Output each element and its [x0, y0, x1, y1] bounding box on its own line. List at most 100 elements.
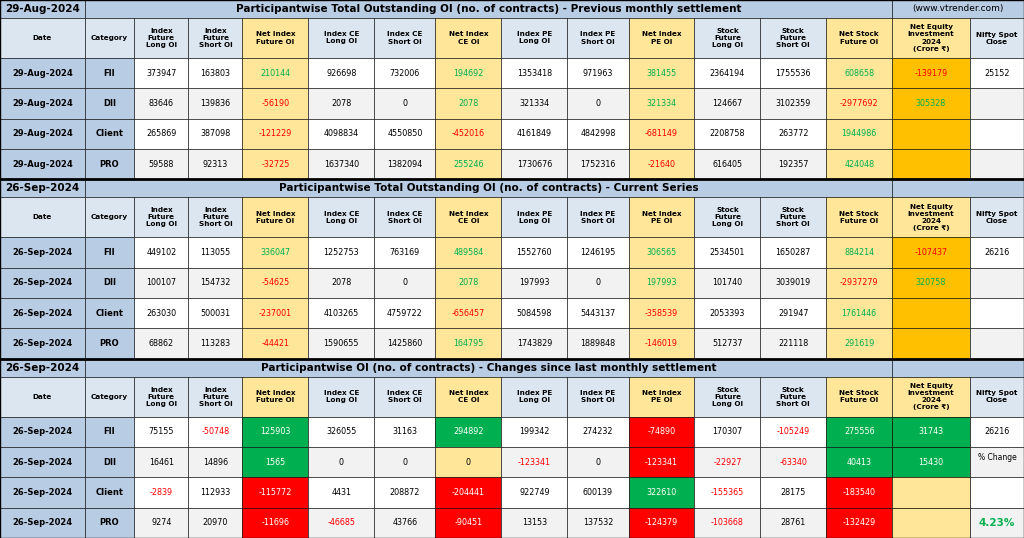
Bar — [308, 197, 375, 237]
Bar — [0, 237, 85, 268]
Bar — [375, 197, 435, 237]
Text: -2977692: -2977692 — [840, 99, 879, 108]
Text: 2364194: 2364194 — [710, 69, 745, 77]
Text: -146019: -146019 — [645, 339, 678, 348]
Text: 75155: 75155 — [148, 427, 174, 436]
Bar — [85, 58, 134, 88]
Bar — [134, 377, 188, 416]
Bar — [85, 377, 134, 416]
Text: 291619: 291619 — [844, 339, 874, 348]
Text: 1637340: 1637340 — [324, 160, 358, 169]
Text: 4103265: 4103265 — [324, 309, 359, 317]
Bar — [502, 149, 567, 179]
Bar — [0, 197, 85, 237]
Bar — [694, 447, 761, 477]
Text: Net Index
CE OI: Net Index CE OI — [449, 32, 488, 45]
Bar — [502, 508, 567, 538]
Bar — [0, 268, 85, 298]
Text: 0: 0 — [402, 99, 408, 108]
Text: 4842998: 4842998 — [581, 129, 615, 138]
Bar — [435, 268, 502, 298]
Text: 100107: 100107 — [146, 278, 176, 287]
Text: Nifty Spot
Close: Nifty Spot Close — [976, 211, 1018, 224]
Text: DII: DII — [103, 278, 116, 287]
Text: -139179: -139179 — [914, 69, 947, 77]
Text: Participantwise Total Outstanding OI (no. of contracts) - Current Series: Participantwise Total Outstanding OI (no… — [279, 183, 698, 193]
Text: 255246: 255246 — [454, 160, 483, 169]
Text: 608658: 608658 — [844, 69, 874, 77]
Text: 449102: 449102 — [146, 248, 176, 257]
Bar — [761, 149, 826, 179]
Bar — [892, 268, 970, 298]
Bar — [892, 119, 970, 149]
Text: 1752316: 1752316 — [581, 160, 615, 169]
Bar — [308, 237, 375, 268]
Bar — [85, 477, 134, 508]
Bar — [694, 58, 761, 88]
Bar — [629, 416, 694, 447]
Bar — [629, 268, 694, 298]
Bar — [826, 508, 892, 538]
Bar — [629, 377, 694, 416]
Bar — [826, 197, 892, 237]
Text: Stock
Future
Long OI: Stock Future Long OI — [712, 387, 743, 407]
Text: 322610: 322610 — [646, 488, 677, 497]
Bar — [502, 298, 567, 328]
Bar — [970, 88, 1024, 119]
Bar — [375, 377, 435, 416]
Bar — [761, 58, 826, 88]
Bar — [761, 447, 826, 477]
Text: Net Equity
Investment
2024
(Crore ₹): Net Equity Investment 2024 (Crore ₹) — [907, 204, 954, 231]
Bar — [892, 58, 970, 88]
Bar — [892, 197, 970, 237]
Text: Net Index
CE OI: Net Index CE OI — [449, 211, 488, 224]
Text: Participantwise OI (no. of contracts) - Changes since last monthly settlement: Participantwise OI (no. of contracts) - … — [261, 363, 716, 373]
Text: 1650287: 1650287 — [775, 248, 811, 257]
Text: FII: FII — [103, 248, 116, 257]
Bar — [243, 377, 308, 416]
Text: 154732: 154732 — [201, 278, 230, 287]
Text: Client: Client — [95, 488, 124, 497]
Text: 320758: 320758 — [915, 278, 946, 287]
Text: 4098834: 4098834 — [324, 129, 358, 138]
Text: 26-Sep-2024: 26-Sep-2024 — [5, 363, 80, 373]
Text: 263772: 263772 — [778, 129, 809, 138]
Bar — [892, 477, 970, 508]
Text: -2839: -2839 — [150, 488, 173, 497]
Text: 0: 0 — [466, 458, 471, 466]
Text: 306565: 306565 — [646, 248, 677, 257]
Text: -54625: -54625 — [261, 278, 290, 287]
Bar — [243, 416, 308, 447]
Bar — [892, 149, 970, 179]
Text: 2078: 2078 — [331, 278, 351, 287]
Text: Date: Date — [33, 35, 52, 41]
Bar — [0, 149, 85, 179]
Bar — [435, 237, 502, 268]
Text: 221118: 221118 — [778, 339, 808, 348]
Text: 26-Sep-2024: 26-Sep-2024 — [12, 339, 73, 348]
Text: 40413: 40413 — [847, 458, 871, 466]
Text: -105249: -105249 — [776, 427, 810, 436]
Bar — [761, 508, 826, 538]
Text: (www.vtrender.com): (www.vtrender.com) — [912, 4, 1004, 13]
Bar — [134, 508, 188, 538]
Bar — [435, 416, 502, 447]
Text: Nifty Spot
Close: Nifty Spot Close — [976, 32, 1018, 45]
Text: Net Equity
Investment
2024
(Crore ₹): Net Equity Investment 2024 (Crore ₹) — [907, 383, 954, 410]
Text: Index
Future
Short OI: Index Future Short OI — [199, 387, 232, 407]
Text: 291947: 291947 — [778, 309, 809, 317]
Bar — [567, 237, 629, 268]
Bar — [629, 328, 694, 359]
Text: 2534501: 2534501 — [710, 248, 745, 257]
Text: 1353418: 1353418 — [517, 69, 552, 77]
Bar — [694, 18, 761, 58]
Bar — [567, 268, 629, 298]
Bar — [85, 298, 134, 328]
Text: -103668: -103668 — [711, 518, 743, 527]
Text: -50748: -50748 — [202, 427, 229, 436]
Bar — [375, 508, 435, 538]
Bar — [308, 416, 375, 447]
Text: -74890: -74890 — [647, 427, 676, 436]
Text: -22927: -22927 — [713, 458, 741, 466]
Text: 512737: 512737 — [712, 339, 742, 348]
